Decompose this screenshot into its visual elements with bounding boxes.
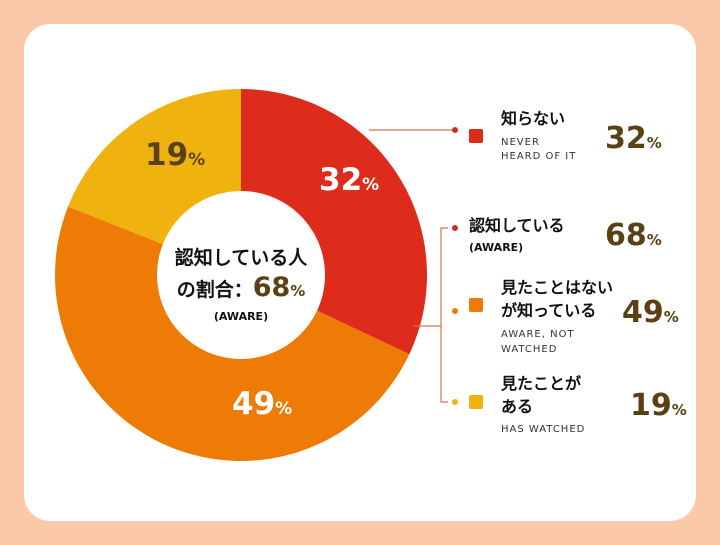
- legend-value-never-num: 32: [605, 121, 647, 156]
- legend-en1-never: NEVER: [501, 137, 540, 148]
- slice-label-watched: 19%: [145, 137, 205, 173]
- legend-en-aware: (AWARE): [469, 241, 523, 254]
- center-line2-value: 68: [253, 272, 291, 303]
- legend-jp-aware: 認知している: [469, 216, 565, 235]
- legend-jp2-watched: ある: [501, 397, 533, 416]
- legend-value-watched: 19%: [630, 388, 687, 423]
- slice-label-never: 32%: [319, 162, 379, 198]
- slice-value-watched: 19: [145, 137, 188, 173]
- legend-en1-not-watched: AWARE, NOT: [501, 329, 575, 340]
- legend-swatch-never: [469, 129, 483, 143]
- legend-en2-never: HEARD OF IT: [501, 151, 576, 162]
- center-line1: 認知している人: [175, 246, 308, 269]
- connector-dot-never: [452, 127, 458, 133]
- legend-jp1-not-watched: 見たことはない: [500, 278, 613, 297]
- legend-en2-not-watched: WATCHED: [501, 344, 557, 355]
- legend-value-watched-num: 19: [630, 388, 672, 423]
- legend-value-aware-num: 68: [605, 218, 647, 253]
- center-line2-unit: %: [290, 282, 305, 300]
- slice-unit-not-watched: %: [275, 399, 292, 419]
- legend-swatch-watched: [469, 395, 483, 409]
- donut-slices: [55, 89, 428, 461]
- center-line2: の割合：68%: [177, 272, 306, 303]
- connector-dot-aware: [452, 225, 458, 231]
- legend-value-aware: 68%: [605, 218, 662, 253]
- legend-value-not-watched: 49%: [622, 295, 679, 330]
- legend-value-never-unit: %: [647, 134, 662, 152]
- donut-slice-never: [241, 89, 428, 355]
- legend-value-not-watched-unit: %: [664, 308, 679, 326]
- donut-slice-not-watched: [55, 206, 410, 461]
- legend-swatch-not-watched: [469, 298, 483, 312]
- slice-value-never: 32: [319, 162, 362, 198]
- center-line2-prefix: の割合：: [177, 278, 253, 301]
- connector-dot-watched: [452, 399, 458, 405]
- legend-jp1-watched: 見たことが: [500, 374, 581, 393]
- legend-en-watched: HAS WATCHED: [501, 424, 585, 435]
- donut-slice-watched: [68, 89, 241, 245]
- legend-value-never: 32%: [605, 121, 662, 156]
- slice-label-not-watched: 49%: [232, 386, 292, 422]
- slice-value-not-watched: 49: [232, 386, 275, 422]
- legend-jp2-not-watched: が知っている: [501, 301, 596, 320]
- slice-unit-never: %: [362, 175, 379, 195]
- center-line3: (AWARE): [214, 310, 268, 323]
- legend-value-not-watched-num: 49: [622, 295, 664, 330]
- connector-dot-not-watched: [452, 308, 458, 314]
- legend-jp-never: 知らない: [501, 109, 565, 128]
- legend-value-aware-unit: %: [647, 231, 662, 249]
- connector-aware-bracket: [440, 227, 448, 403]
- slice-unit-watched: %: [188, 150, 205, 170]
- legend-value-watched-unit: %: [672, 401, 687, 419]
